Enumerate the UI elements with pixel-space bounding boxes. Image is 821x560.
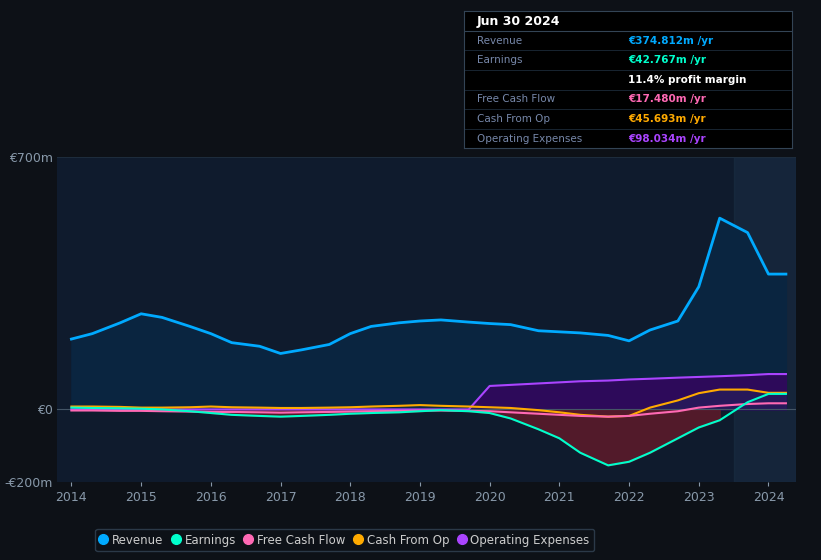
Text: €42.767m /yr: €42.767m /yr xyxy=(628,55,706,65)
Text: €374.812m /yr: €374.812m /yr xyxy=(628,36,713,45)
Text: Cash From Op: Cash From Op xyxy=(477,114,550,124)
Legend: Revenue, Earnings, Free Cash Flow, Cash From Op, Operating Expenses: Revenue, Earnings, Free Cash Flow, Cash … xyxy=(95,529,594,551)
Text: €45.693m /yr: €45.693m /yr xyxy=(628,114,706,124)
Bar xyxy=(734,157,796,482)
Text: Jun 30 2024: Jun 30 2024 xyxy=(477,15,561,27)
Text: Earnings: Earnings xyxy=(477,55,522,65)
Text: Operating Expenses: Operating Expenses xyxy=(477,134,582,143)
Text: €98.034m /yr: €98.034m /yr xyxy=(628,134,706,143)
Text: €17.480m /yr: €17.480m /yr xyxy=(628,95,706,104)
Text: 11.4% profit margin: 11.4% profit margin xyxy=(628,75,746,85)
Text: Revenue: Revenue xyxy=(477,36,522,45)
Text: Free Cash Flow: Free Cash Flow xyxy=(477,95,555,104)
